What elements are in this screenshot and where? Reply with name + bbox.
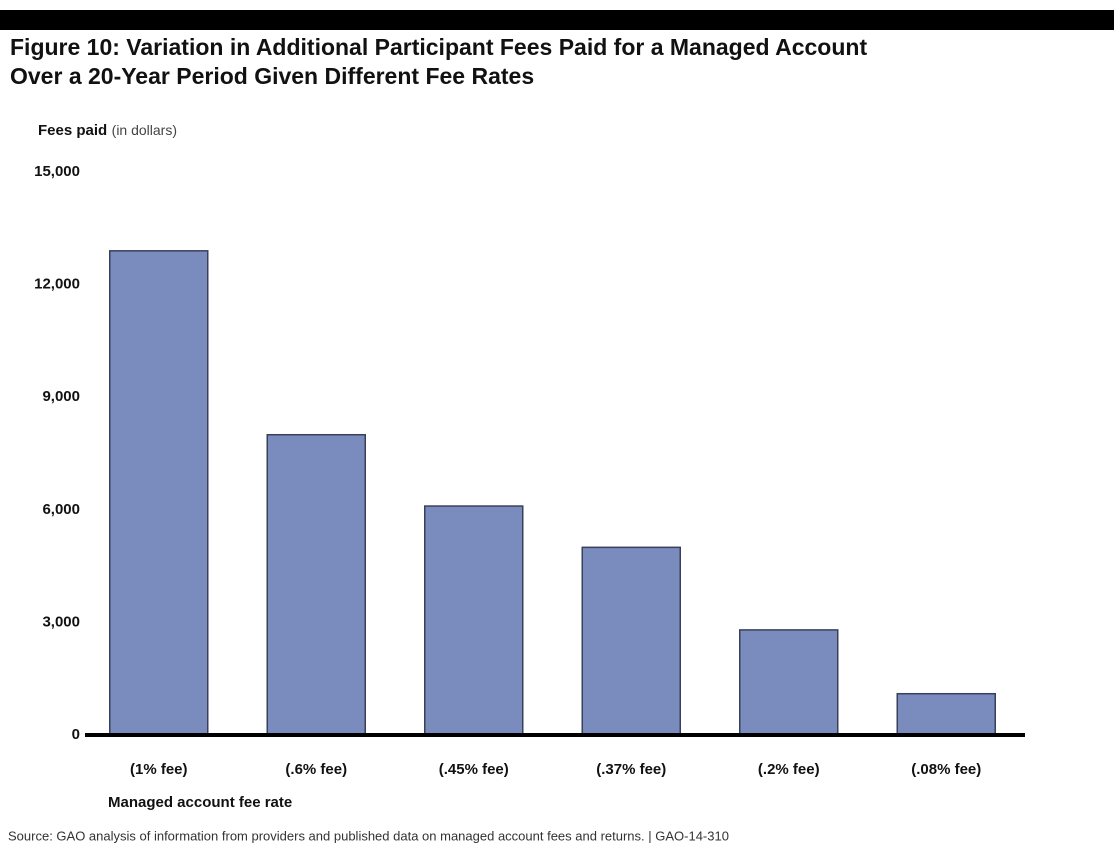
bar bbox=[109, 250, 209, 736]
y-tick-label: 9,000 bbox=[42, 388, 80, 405]
bar bbox=[424, 505, 524, 736]
y-axis-unit: (in dollars) bbox=[112, 122, 177, 138]
x-tick-label: (.37% fee) bbox=[596, 761, 666, 778]
y-axis-label: Fees paid bbox=[38, 122, 107, 139]
source-note: Source: GAO analysis of information from… bbox=[8, 828, 729, 843]
x-tick-label: (.45% fee) bbox=[439, 761, 509, 778]
bar bbox=[896, 692, 996, 736]
x-tick-label: (.08% fee) bbox=[911, 761, 981, 778]
y-tick-label: 6,000 bbox=[42, 501, 80, 518]
x-tick-label: (1% fee) bbox=[130, 761, 188, 778]
chart-title: Figure 10: Variation in Additional Parti… bbox=[10, 34, 867, 60]
header-band bbox=[0, 10, 1114, 30]
bar bbox=[581, 546, 681, 736]
chart-title: Over a 20-Year Period Given Different Fe… bbox=[10, 63, 534, 89]
x-tick-label: (.6% fee) bbox=[285, 761, 347, 778]
y-tick-label: 3,000 bbox=[42, 613, 80, 630]
y-axis-label: Fees paid (in dollars) bbox=[38, 122, 177, 140]
y-tick-label: 15,000 bbox=[34, 163, 80, 180]
y-tick-label: 0 bbox=[72, 726, 80, 743]
bar bbox=[266, 433, 366, 736]
bar bbox=[739, 629, 839, 736]
x-tick-label: (.2% fee) bbox=[758, 761, 820, 778]
x-axis-label: Managed account fee rate bbox=[108, 794, 292, 811]
y-tick-label: 12,000 bbox=[34, 276, 80, 293]
